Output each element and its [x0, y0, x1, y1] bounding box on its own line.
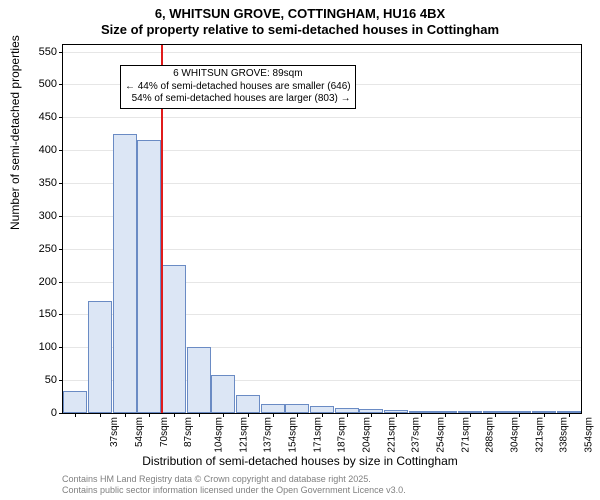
footnote-line1: Contains HM Land Registry data © Crown c…: [62, 474, 406, 485]
histogram-bar: [236, 395, 260, 413]
y-tick-label: 350: [39, 177, 57, 189]
histogram-bar: [162, 265, 186, 413]
x-tick-label: 354sqm: [584, 417, 595, 453]
y-tick-mark: [59, 347, 63, 348]
y-tick-mark: [59, 216, 63, 217]
x-tick-label: 121sqm: [238, 417, 249, 453]
chart-title-line1: 6, WHITSUN GROVE, COTTINGHAM, HU16 4BX: [0, 6, 600, 21]
x-tick-mark: [199, 413, 200, 417]
plot-area: 05010015020025030035040045050055037sqm54…: [62, 44, 582, 414]
gridline: [63, 52, 581, 53]
x-tick-mark: [470, 413, 471, 417]
x-tick-label: 187sqm: [337, 417, 348, 453]
footnote-line2: Contains public sector information licen…: [62, 485, 406, 496]
x-tick-mark: [297, 413, 298, 417]
x-tick-mark: [445, 413, 446, 417]
histogram-bar: [211, 375, 235, 413]
x-tick-mark: [223, 413, 224, 417]
x-tick-mark: [495, 413, 496, 417]
x-tick-mark: [273, 413, 274, 417]
y-tick-mark: [59, 380, 63, 381]
y-tick-mark: [59, 249, 63, 250]
x-tick-mark: [174, 413, 175, 417]
histogram-bar: [187, 347, 211, 413]
histogram-bar: [113, 134, 137, 413]
annotation-line2: ← 44% of semi-detached houses are smalle…: [125, 81, 351, 94]
x-tick-mark: [75, 413, 76, 417]
annotation-line1: 6 WHITSUN GROVE: 89sqm: [125, 68, 351, 81]
x-tick-mark: [149, 413, 150, 417]
x-tick-mark: [569, 413, 570, 417]
histogram-bar: [137, 140, 161, 413]
y-tick-label: 200: [39, 276, 57, 288]
y-tick-label: 400: [39, 144, 57, 156]
y-tick-label: 150: [39, 308, 57, 320]
y-tick-mark: [59, 413, 63, 414]
y-tick-mark: [59, 282, 63, 283]
y-tick-mark: [59, 183, 63, 184]
y-tick-label: 0: [51, 407, 57, 419]
histogram-bar: [88, 301, 112, 413]
y-tick-mark: [59, 314, 63, 315]
x-tick-label: 237sqm: [411, 417, 422, 453]
x-tick-mark: [421, 413, 422, 417]
y-tick-mark: [59, 117, 63, 118]
y-tick-label: 300: [39, 210, 57, 222]
x-tick-mark: [248, 413, 249, 417]
x-tick-label: 288sqm: [485, 417, 496, 453]
x-tick-label: 221sqm: [386, 417, 397, 453]
gridline: [63, 117, 581, 118]
x-tick-label: 137sqm: [263, 417, 274, 453]
y-tick-label: 50: [45, 374, 57, 386]
x-tick-mark: [100, 413, 101, 417]
x-tick-label: 154sqm: [288, 417, 299, 453]
histogram-bar: [63, 391, 87, 413]
annotation-box: 6 WHITSUN GROVE: 89sqm← 44% of semi-deta…: [120, 65, 356, 109]
y-axis-label: Number of semi-detached properties: [8, 35, 22, 230]
x-tick-label: 87sqm: [183, 417, 194, 447]
x-tick-mark: [347, 413, 348, 417]
chart-container: { "chart": { "type": "histogram", "title…: [0, 0, 600, 500]
x-tick-label: 204sqm: [362, 417, 373, 453]
x-tick-label: 37sqm: [109, 417, 120, 447]
x-tick-label: 304sqm: [510, 417, 521, 453]
y-tick-label: 450: [39, 111, 57, 123]
x-tick-mark: [519, 413, 520, 417]
x-tick-mark: [544, 413, 545, 417]
x-tick-label: 54sqm: [134, 417, 145, 447]
x-tick-label: 254sqm: [436, 417, 447, 453]
x-tick-label: 271sqm: [460, 417, 471, 453]
x-tick-label: 321sqm: [534, 417, 545, 453]
y-tick-mark: [59, 150, 63, 151]
chart-title-line2: Size of property relative to semi-detach…: [0, 22, 600, 37]
y-tick-label: 500: [39, 78, 57, 90]
histogram-bar: [285, 404, 309, 413]
x-tick-label: 171sqm: [312, 417, 323, 453]
y-tick-label: 100: [39, 341, 57, 353]
x-tick-label: 70sqm: [159, 417, 170, 447]
annotation-line3: 54% of semi-detached houses are larger (…: [125, 93, 351, 106]
histogram-bar: [261, 404, 285, 413]
footnote: Contains HM Land Registry data © Crown c…: [62, 474, 406, 496]
x-tick-mark: [322, 413, 323, 417]
x-axis-label: Distribution of semi-detached houses by …: [0, 454, 600, 468]
y-tick-mark: [59, 84, 63, 85]
x-tick-mark: [371, 413, 372, 417]
x-tick-mark: [125, 413, 126, 417]
x-tick-label: 338sqm: [559, 417, 570, 453]
x-tick-mark: [396, 413, 397, 417]
y-tick-label: 550: [39, 46, 57, 58]
y-tick-mark: [59, 52, 63, 53]
x-tick-label: 104sqm: [214, 417, 225, 453]
y-tick-label: 250: [39, 243, 57, 255]
